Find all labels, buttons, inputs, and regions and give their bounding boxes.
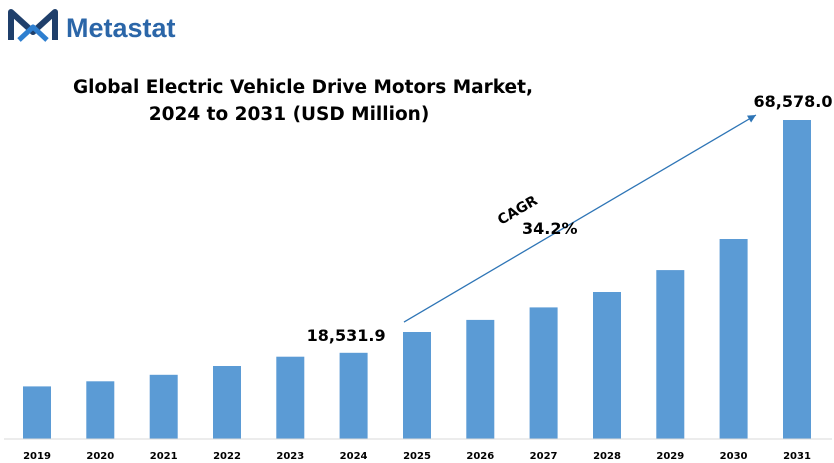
bar-2031: [783, 120, 811, 439]
cagr-value: 34.2%: [522, 219, 578, 238]
x-tick-label-2029: 2029: [656, 451, 684, 462]
chart-subtitle: 2024 to 2031 (USD Million): [149, 104, 430, 125]
bar-2019: [23, 386, 51, 439]
x-tick-labels: 2019 2020 2021 2022 2023 2024 2025 2026 2027 2028…: [23, 451, 811, 462]
cagr-arrowhead-icon: [747, 115, 756, 123]
bar-2022: [213, 366, 241, 439]
cagr-arrow-line: [403, 114, 757, 323]
x-tick-label-2026: 2026: [466, 451, 494, 462]
bar-2030: [719, 239, 748, 439]
bar-2020: [86, 381, 115, 439]
x-tick-label-2020: 2020: [86, 451, 114, 462]
bars-group: [23, 120, 811, 439]
metastat-logo: Metastat: [8, 9, 176, 43]
x-tick-label-2021: 2021: [150, 451, 178, 462]
bar-2021: [149, 374, 178, 439]
bar-2026: [466, 319, 495, 439]
metastat-logo-icon: [8, 9, 58, 42]
chart-title: Global Electric Vehicle Drive Motors Mar…: [73, 77, 533, 98]
x-tick-label-2027: 2027: [530, 451, 558, 462]
x-tick-label-2031: 2031: [783, 451, 811, 462]
bar-2023: [276, 356, 305, 439]
x-tick-label-2019: 2019: [23, 451, 51, 462]
x-tick-label-2025: 2025: [403, 451, 431, 462]
bar-2028: [593, 292, 621, 439]
bar-2025: [403, 332, 431, 439]
end-value-label: 68,578.0: [754, 92, 833, 111]
x-tick-label-2022: 2022: [213, 451, 241, 462]
x-tick-label-2030: 2030: [720, 451, 748, 462]
start-value-label: 18,531.9: [307, 326, 386, 345]
bar-2027: [529, 307, 558, 439]
brand-name: Metastat: [66, 13, 176, 43]
x-tick-label-2024: 2024: [340, 451, 368, 462]
bar-2029: [656, 270, 685, 439]
x-tick-label-2023: 2023: [276, 451, 304, 462]
x-tick-label-2028: 2028: [593, 451, 621, 462]
bar-2024: [339, 352, 368, 439]
